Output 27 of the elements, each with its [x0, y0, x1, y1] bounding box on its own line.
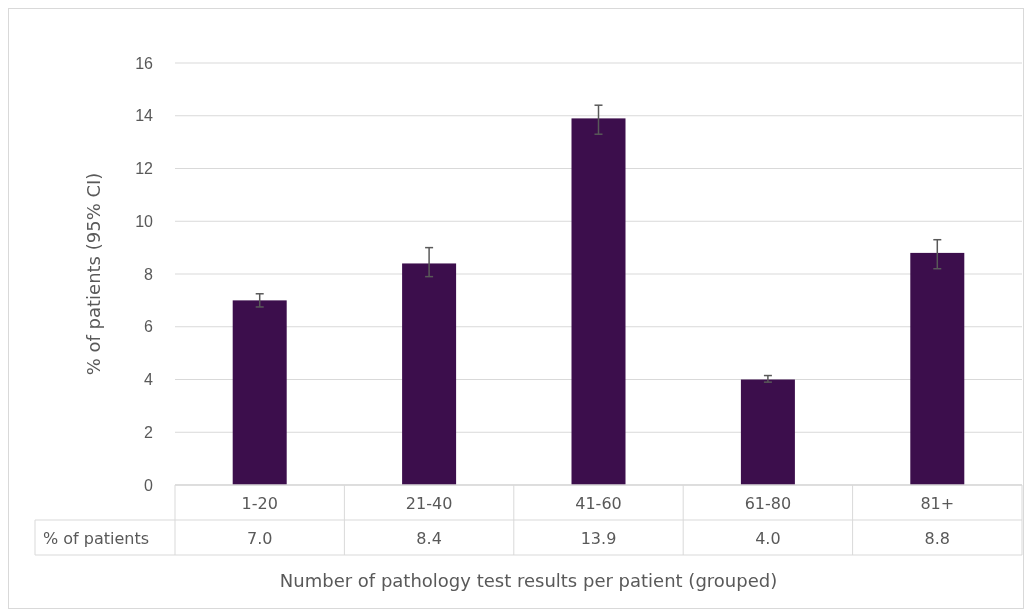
y-tick-label: 0 [144, 476, 154, 494]
y-tick-label: 14 [135, 107, 154, 125]
data-label: 13.9 [580, 528, 617, 548]
y-axis-title: % of patients (95% CI) [83, 172, 104, 376]
bar [740, 379, 795, 485]
bar [402, 263, 457, 485]
bar [232, 300, 287, 485]
x-tick-label: 1-20 [241, 493, 278, 513]
x-tick-label: 81+ [920, 493, 955, 513]
bar [910, 252, 965, 485]
x-axis-title: Number of pathology test results per patient (grouped) [279, 570, 778, 591]
data-label: 4.0 [755, 528, 781, 548]
y-tick-label: 12 [135, 160, 154, 178]
y-tick-label: 16 [135, 54, 154, 72]
y-tick-label: 4 [144, 371, 154, 389]
x-tick-label: 61-80 [744, 493, 792, 513]
bar [571, 118, 626, 485]
text: % of patients [43, 528, 150, 548]
y-tick-label: 2 [144, 423, 154, 441]
data-label: 8.4 [416, 528, 442, 548]
x-tick-label: 41-60 [575, 493, 622, 513]
y-tick-label: 8 [144, 265, 154, 283]
y-tick-label: 6 [144, 318, 154, 336]
x-tick-label: 21-40 [405, 493, 453, 513]
data-label: 8.8 [924, 528, 951, 548]
data-label: 7.0 [246, 528, 273, 548]
y-tick-label: 10 [135, 212, 154, 230]
